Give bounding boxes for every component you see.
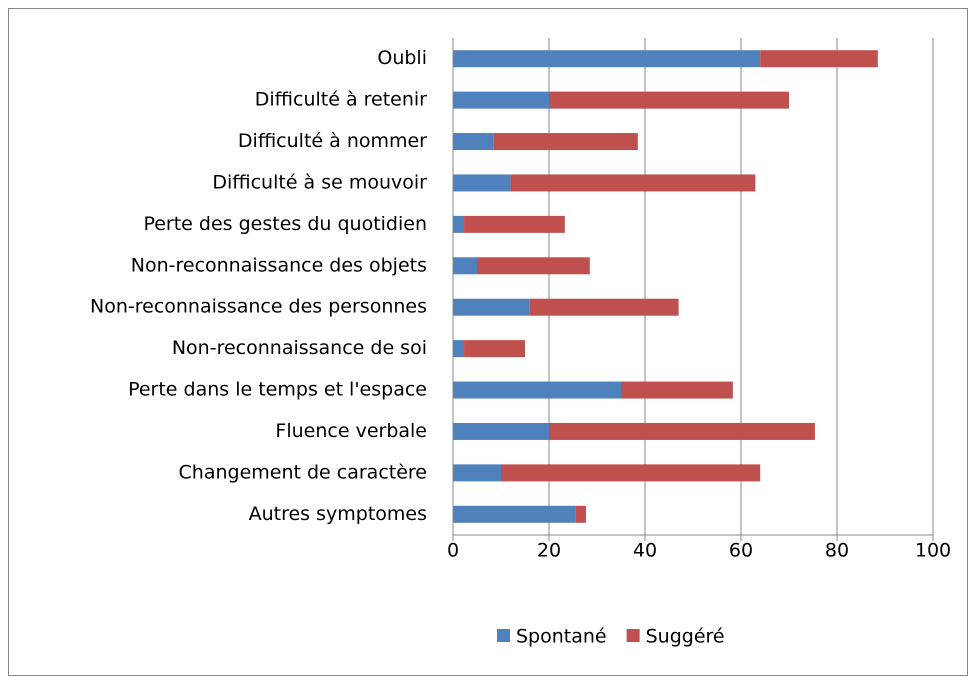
y-tick-label: Non-reconnaissance des personnes: [90, 296, 427, 318]
y-tick-label: Changement de caractère: [179, 461, 427, 483]
bar: [453, 340, 465, 358]
bar: [549, 422, 815, 440]
x-tick-label: 20: [537, 540, 561, 562]
x-tick-label: 100: [915, 540, 951, 562]
bar: [510, 174, 756, 192]
bar: [464, 340, 525, 358]
legend-label: Suggéré: [646, 626, 725, 648]
bar: [477, 257, 590, 275]
legend-swatch: [497, 629, 510, 642]
bar: [453, 381, 621, 399]
bar: [464, 215, 565, 233]
legend-swatch: [626, 629, 640, 642]
y-tick-label: Perte des gestes du quotidien: [143, 213, 427, 235]
y-tick-label: Difficulté à se mouvoir: [212, 171, 427, 193]
bar: [453, 422, 549, 440]
bar: [529, 298, 679, 316]
y-tick-label: Autres symptomes: [249, 503, 427, 525]
bar: [501, 464, 761, 482]
y-tick-label: Non-reconnaissance de soi: [172, 337, 427, 359]
y-tick-label: Difficulté à nommer: [238, 130, 427, 152]
bar: [549, 91, 789, 109]
y-tick-label: Perte dans le temps et l'espace: [128, 379, 427, 401]
bar: [453, 257, 477, 275]
bar: [453, 91, 549, 109]
x-tick-label: 40: [633, 540, 657, 562]
bar: [493, 133, 638, 151]
x-tick-label: 80: [825, 540, 849, 562]
bar: [453, 464, 501, 482]
bar: [453, 133, 494, 151]
bar: [453, 298, 530, 316]
x-tick-label: 0: [447, 540, 459, 562]
bar: [453, 215, 465, 233]
y-tick-label: Difficulté à retenir: [255, 89, 427, 111]
bar: [575, 505, 586, 523]
bar: [621, 381, 733, 399]
bar: [453, 50, 761, 68]
bar: [453, 174, 511, 192]
y-tick-label: Fluence verbale: [275, 420, 427, 442]
bar: [453, 505, 576, 523]
y-tick-label: Oubli: [377, 47, 427, 69]
bar: [760, 50, 878, 68]
legend-label: Spontané: [516, 626, 607, 648]
y-tick-label: Non-reconnaissance des objets: [131, 254, 427, 276]
x-tick-label: 60: [729, 540, 753, 562]
